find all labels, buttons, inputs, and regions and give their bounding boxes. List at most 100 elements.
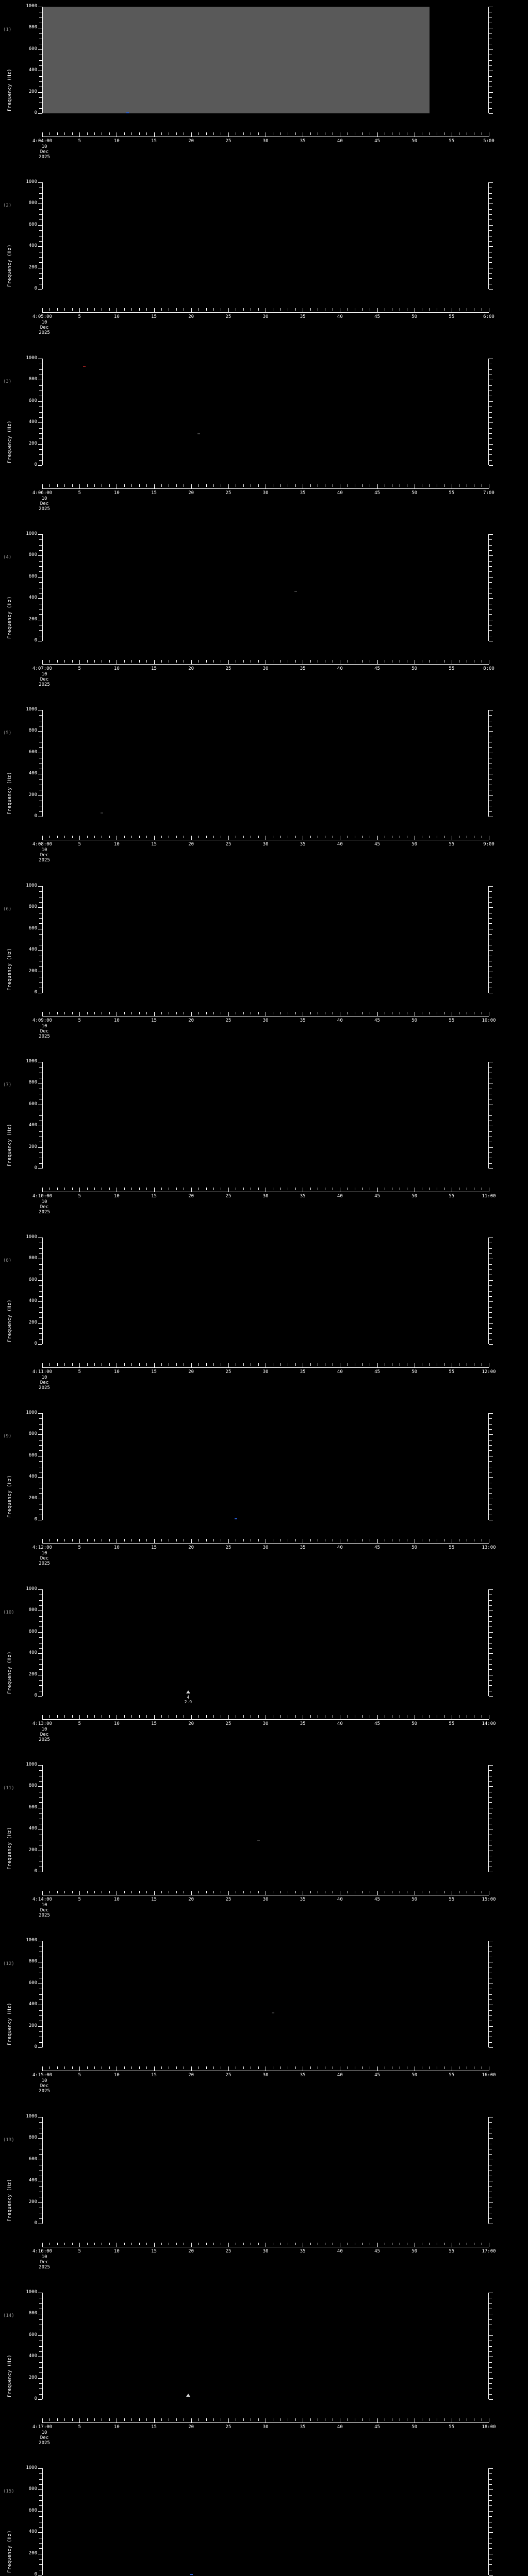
x-tick (243, 484, 244, 487)
y-axis-left (38, 1238, 43, 1345)
y-tick (489, 577, 493, 578)
y-tick-label: 1000 (26, 2114, 37, 2119)
x-tick (72, 1891, 73, 1893)
x-axis-tick-label: 55 (449, 1897, 455, 1902)
x-tick (377, 2066, 378, 2071)
x-tick (146, 1012, 147, 1014)
x-tick (154, 1363, 155, 1367)
x-axis-tick-label: 5 (78, 2073, 81, 2078)
x-axis-date-label: 2025 (39, 2089, 50, 2094)
y-tick (38, 2489, 42, 2490)
y-tick (39, 1429, 42, 1430)
y-tick-label: 400 (28, 67, 37, 73)
x-tick (161, 132, 162, 135)
y-tick (39, 449, 42, 450)
y-tick (489, 1600, 492, 1601)
x-tick (42, 1363, 43, 1367)
x-axis-tick-label: 20 (188, 1018, 194, 1023)
x-tick (42, 1715, 43, 1719)
x-tick (139, 308, 140, 311)
y-tick-label: 800 (28, 2486, 37, 2492)
y-tick (39, 1685, 42, 1686)
y-tick (38, 2026, 42, 2027)
x-tick (176, 1715, 177, 1718)
x-tick (72, 1715, 73, 1718)
x-tick (109, 2066, 110, 2069)
x-tick (213, 1715, 214, 1718)
detection-marker (257, 1839, 260, 1841)
x-axis-date-label: 10 (41, 1024, 47, 1029)
x-axis-start-label: 4:08:00 (32, 842, 52, 847)
y-tick-label: 1000 (26, 4, 37, 9)
x-axis-tick-label: 55 (449, 1369, 455, 1375)
y-tick-label: 0 (34, 1517, 37, 1522)
y-tick-label: 1000 (26, 1059, 37, 1064)
x-tick (139, 1715, 140, 1718)
x-tick (154, 2066, 155, 2071)
y-tick (38, 534, 42, 535)
y-tick (38, 2047, 42, 2048)
y-tick (39, 1600, 42, 1601)
y-tick-label: 0 (34, 2221, 37, 2226)
y-tick (489, 1450, 492, 1451)
x-axis-end-label: 11:00 (482, 1194, 496, 1199)
x-axis-date-label: 2025 (39, 858, 50, 863)
x-axis-tick-label: 25 (225, 1897, 232, 1902)
x-axis-end-label: 12:00 (482, 1369, 496, 1375)
y-tick-label: 200 (28, 2199, 37, 2205)
y-tick (39, 747, 42, 748)
x-tick (79, 1891, 80, 1895)
x-axis-end-label: 5:00 (483, 139, 494, 144)
x-tick (377, 2418, 378, 2422)
y-tick (489, 406, 492, 407)
y-tick (489, 241, 492, 242)
x-tick (64, 660, 65, 663)
y-tick (489, 219, 492, 220)
x-tick (42, 2418, 43, 2422)
x-tick (258, 1363, 259, 1366)
x-tick (243, 1715, 244, 1718)
x-axis-tick-label: 25 (225, 490, 232, 496)
y-tick (489, 1786, 493, 1787)
x-tick (72, 2418, 73, 2421)
y-tick-label: 400 (28, 2529, 37, 2535)
y-tick (39, 33, 42, 34)
x-tick (79, 1715, 80, 1719)
x-axis-tick-label: 40 (337, 2249, 343, 2254)
x-tick (72, 308, 73, 311)
x-tick (243, 1539, 244, 1541)
plot-area (42, 2117, 489, 2224)
y-tick (39, 545, 42, 546)
x-tick (310, 2243, 311, 2245)
y-tick (38, 1147, 42, 1148)
x-tick (94, 1188, 95, 1190)
y-tick (38, 907, 42, 908)
x-tick (146, 308, 147, 311)
x-tick (131, 1715, 132, 1718)
y-tick-label: 600 (28, 1452, 37, 1458)
x-axis-tick-label: 25 (225, 666, 232, 671)
x-axis-tick-label: 15 (151, 314, 157, 319)
y-axis-left (38, 2117, 43, 2224)
x-axis-tick-label: 55 (449, 490, 455, 496)
x-tick (94, 1012, 95, 1014)
x-tick (131, 2066, 132, 2069)
x-axis-tick-label: 25 (225, 1018, 232, 1023)
y-tick (39, 278, 42, 279)
x-tick (191, 484, 192, 488)
x-axis-tick-label: 30 (262, 2425, 269, 2430)
x-tick (213, 1891, 214, 1893)
x-tick (295, 2418, 296, 2421)
y-axis-left (38, 2293, 43, 2400)
y-tick (489, 60, 492, 61)
x-tick (57, 1715, 58, 1718)
x-tick (176, 1188, 177, 1190)
y-axis-right (488, 886, 493, 993)
x-tick (191, 1539, 192, 1543)
y-tick (489, 1307, 492, 1308)
x-tick (280, 484, 281, 487)
x-tick (377, 660, 378, 664)
x-tick (362, 1188, 363, 1190)
x-tick (72, 2066, 73, 2069)
